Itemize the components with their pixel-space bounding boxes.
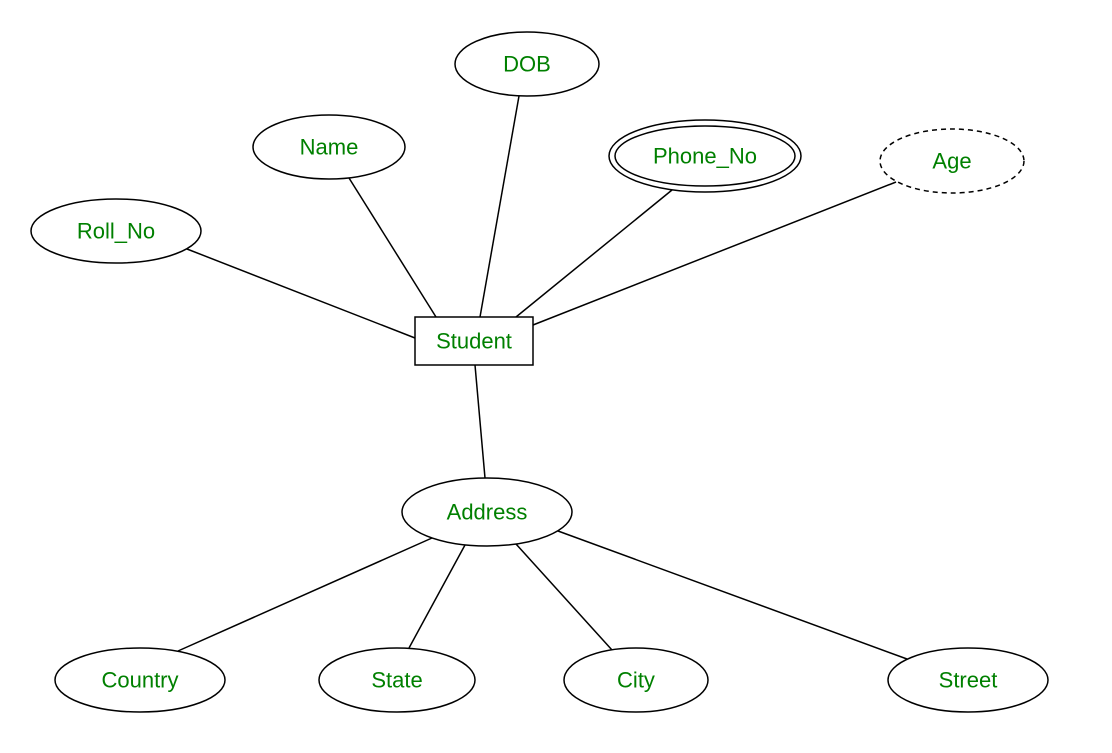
- attribute-city: City: [564, 648, 708, 712]
- attribute-country: Country: [55, 648, 225, 712]
- entity-student-label: Student: [436, 329, 512, 354]
- attribute-country-label: Country: [101, 668, 178, 693]
- attribute-dob-label: DOB: [503, 52, 551, 77]
- attribute-phone_no-label: Phone_No: [653, 144, 757, 169]
- attribute-age: Age: [880, 129, 1024, 193]
- attribute-name-label: Name: [300, 135, 359, 160]
- attribute-state-label: State: [371, 668, 422, 693]
- attribute-name: Name: [253, 115, 405, 179]
- attribute-street-label: Street: [939, 668, 998, 693]
- attribute-state: State: [319, 648, 475, 712]
- attribute-city-label: City: [617, 668, 655, 693]
- attribute-age-label: Age: [932, 149, 971, 174]
- er-diagram: Student Roll_No Name DOB Phone_No Age Address C…: [0, 0, 1112, 753]
- attribute-street: Street: [888, 648, 1048, 712]
- attribute-dob: DOB: [455, 32, 599, 96]
- attribute-roll_no-label: Roll_No: [77, 219, 155, 244]
- attribute-roll_no: Roll_No: [31, 199, 201, 263]
- attribute-phone_no: Phone_No: [609, 120, 801, 192]
- attribute-address: Address: [402, 478, 572, 546]
- attribute-address-label: Address: [447, 500, 528, 525]
